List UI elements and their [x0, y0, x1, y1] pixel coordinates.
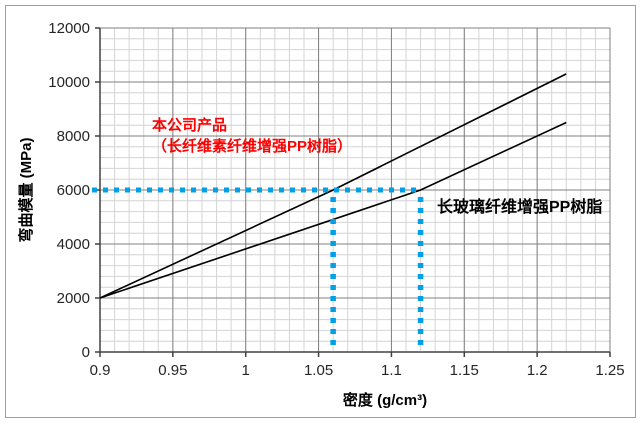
y-tick-label: 10000	[48, 74, 90, 91]
x-tick-label: 1.1	[381, 362, 402, 379]
x-tick-label: 0.9	[90, 362, 111, 379]
x-tick-label: 0.95	[158, 362, 187, 379]
y-tick-label: 8000	[57, 128, 90, 145]
y-tick-label: 4000	[57, 236, 90, 253]
x-tick-label: 1.25	[595, 362, 624, 379]
annotation-our-product-line2: （长纤维素纤维增强PP树脂）	[152, 138, 353, 155]
annotation-glass-fiber: 长玻璃纤维增强PP树脂	[437, 199, 603, 216]
series-line-1	[99, 121, 567, 299]
y-tick-label: 2000	[57, 290, 90, 307]
x-tick-label: 1.15	[450, 362, 479, 379]
series-line-0	[99, 73, 567, 299]
y-tick-label: 0	[82, 344, 90, 361]
annotation-our-product: 本公司产品 （长纤维素纤维增强PP树脂）	[152, 115, 352, 157]
y-axis-title: 弯曲模量 (MPa)	[18, 137, 35, 243]
x-tick-label: 1	[242, 362, 250, 379]
x-axis-title: 密度 (g/cm³)	[342, 392, 428, 409]
annotation-our-product-line1: 本公司产品	[152, 117, 228, 134]
y-tick-label: 12000	[48, 20, 90, 37]
y-tick-label: 6000	[57, 182, 90, 199]
x-tick-label: 1.05	[304, 362, 333, 379]
x-tick-label: 1.2	[527, 362, 548, 379]
